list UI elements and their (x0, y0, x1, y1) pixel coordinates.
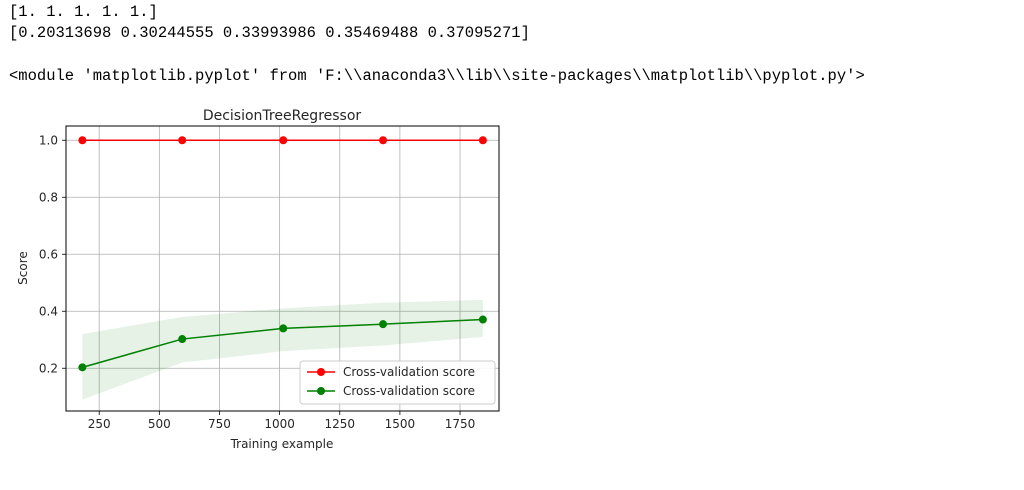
y-tick-label: 0.6 (39, 247, 58, 261)
data-point-red (78, 136, 87, 145)
data-point-red (279, 136, 288, 145)
series-lines (78, 136, 487, 372)
data-point-green (178, 335, 187, 344)
y-axis-label: Score (16, 251, 30, 285)
x-tick-label: 1750 (445, 417, 476, 431)
x-tick-label: 1250 (324, 417, 355, 431)
output-line-2: [0.20313698 0.30244555 0.33993986 0.3546… (9, 24, 530, 42)
plot-frame (65, 125, 500, 412)
legend-box (299, 360, 496, 405)
data-point-red (379, 136, 388, 145)
x-tick-label: 1500 (385, 417, 416, 431)
legend-marker-green (317, 387, 325, 395)
legend-label-red: Cross-validation score (343, 365, 475, 379)
y-tick-label: 0.8 (39, 190, 58, 204)
y-tick-label: 0.2 (39, 361, 58, 375)
output-line-module: <module 'matplotlib.pyplot' from 'F:\\an… (9, 67, 865, 85)
data-point-green (379, 320, 388, 329)
data-point-red (478, 136, 487, 145)
data-point-green (478, 315, 487, 324)
x-axis-label: Training example (230, 437, 334, 451)
data-point-red (178, 136, 187, 145)
x-tick-label: 500 (148, 417, 171, 431)
y-tick-label: 0.4 (39, 304, 58, 318)
legend-marker-red (317, 368, 325, 376)
axis-ticks: 250 500 750 1000 1250 1500 1750 0.2 0.4 0.6 0.8 1.0 (39, 133, 475, 431)
x-tick-label: 250 (88, 417, 111, 431)
y-tick-label: 1.0 (39, 133, 58, 147)
legend-label-green: Cross-validation score (343, 384, 475, 398)
legend: Cross-validation score Cross-validation … (299, 360, 496, 405)
x-tick-label: 1000 (264, 417, 295, 431)
data-point-green (78, 363, 87, 372)
chart-title: DecisionTreeRegressor (203, 108, 362, 124)
x-tick-label: 750 (208, 417, 231, 431)
output-line-1: [1. 1. 1. 1. 1.] (9, 3, 158, 21)
data-point-green (279, 324, 288, 333)
